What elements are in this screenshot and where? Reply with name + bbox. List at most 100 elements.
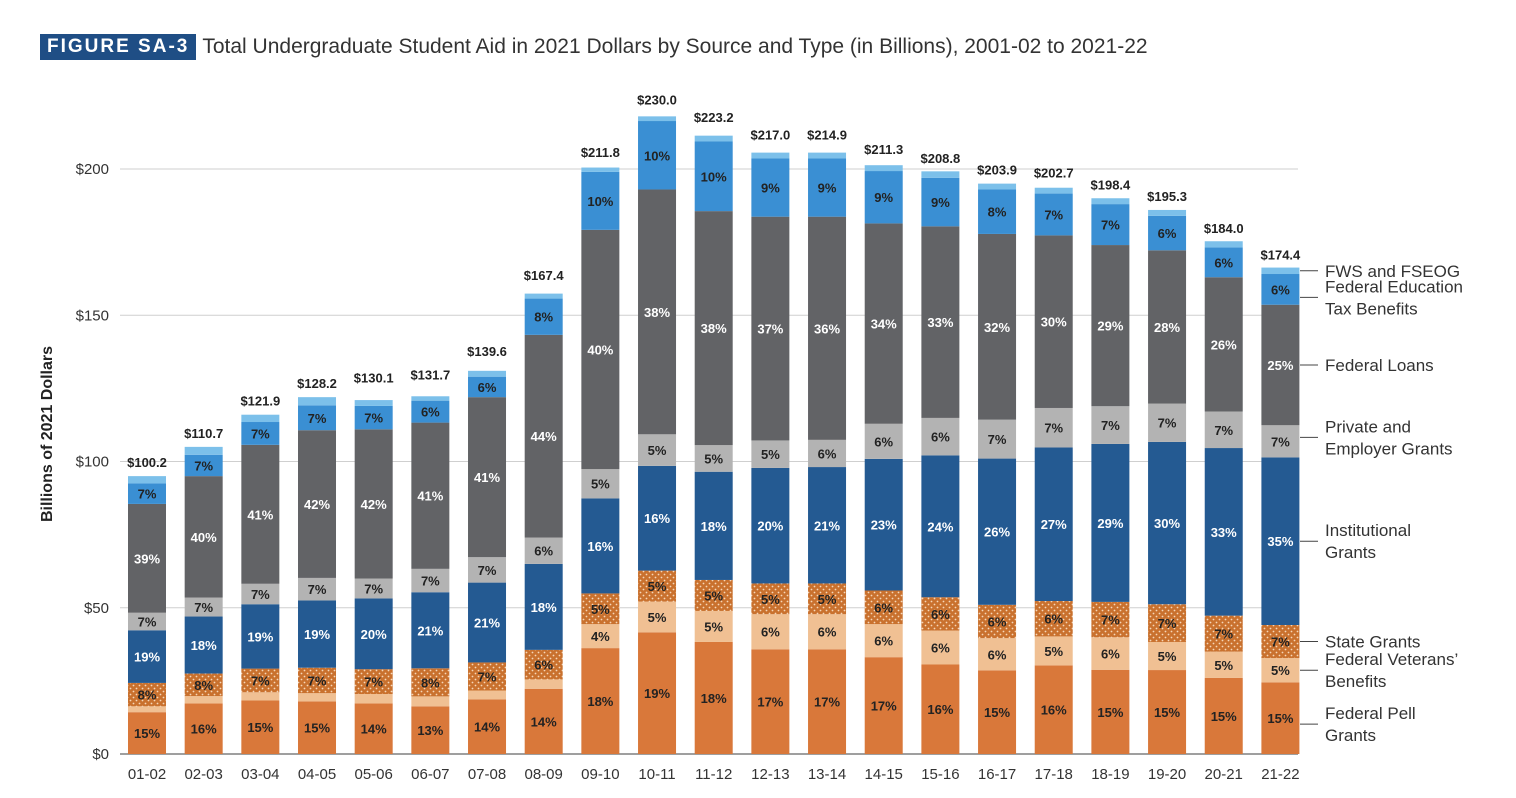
bar-segment [864, 171, 903, 224]
segment-label: 14% [474, 720, 500, 735]
bar-segment [1148, 604, 1187, 642]
bar-segment [978, 189, 1017, 234]
legend-label: Tax Benefits [1325, 299, 1418, 318]
segment-label: 6% [534, 658, 553, 673]
segment-label: 7% [1271, 434, 1290, 449]
bar-segment [524, 688, 563, 754]
segment-label: 7% [1158, 616, 1177, 631]
segment-label: 9% [761, 181, 780, 196]
bar-segment [581, 593, 620, 625]
segment-label: 7% [1101, 418, 1120, 433]
bar-segment [468, 397, 507, 558]
bar-segment [1034, 193, 1073, 236]
bar-segment [1148, 641, 1187, 671]
bar-stack: 18% 5% 5% 18% 5% 38% 10% $223.2 [694, 110, 734, 754]
bar-segment [864, 657, 903, 754]
bar-segment [751, 152, 790, 159]
bar-segment [298, 405, 337, 431]
segment-label: 20% [757, 519, 783, 534]
bar-segment [921, 630, 960, 665]
bar-segment [128, 503, 166, 613]
y-axis-title: Billions of 2021 Dollars [39, 346, 56, 522]
segment-label: 6% [1158, 226, 1177, 241]
bar-segment [1034, 665, 1073, 754]
bar-segment [1204, 411, 1243, 449]
legend-label: State Grants [1325, 633, 1420, 652]
x-tick-label: 16-17 [978, 766, 1016, 783]
bar-segment [921, 417, 960, 456]
segment-label: 5% [704, 619, 723, 634]
segment-label: 29% [1097, 319, 1123, 334]
y-tick-label: $50 [84, 600, 109, 617]
segment-label: 7% [988, 432, 1007, 447]
bar-segment [1204, 448, 1243, 616]
segment-label: 7% [1101, 218, 1120, 233]
segment-label: 6% [988, 647, 1007, 662]
bar-segment [638, 465, 677, 571]
segment-label: 18% [531, 600, 557, 615]
segment-label: 16% [587, 539, 613, 554]
segment-label: 36% [814, 321, 840, 336]
segment-label: 34% [871, 317, 897, 332]
bar-segment [524, 537, 563, 564]
bar-segment [864, 165, 903, 172]
total-label: $223.2 [694, 110, 734, 125]
legend-label: Employer Grants [1325, 439, 1453, 458]
bar-segment [128, 630, 166, 683]
bar-segment [468, 370, 507, 377]
bar-segment [128, 476, 166, 484]
figure-title: Total Undergraduate Student Aid in 2021 … [202, 35, 1148, 58]
legend-label: Grants [1325, 543, 1376, 562]
y-tick-label: $150 [76, 307, 109, 324]
segment-label: 7% [138, 614, 157, 629]
total-label: $130.1 [354, 370, 394, 385]
bar-segment [1204, 615, 1243, 652]
bar-segment [1091, 669, 1130, 754]
legend-label: Benefits [1325, 672, 1386, 691]
segment-label: 5% [1214, 658, 1233, 673]
bar-segment [468, 582, 507, 663]
segment-label: 10% [644, 148, 670, 163]
bar-segment [411, 568, 450, 593]
bar-segment [1091, 601, 1130, 638]
total-label: $230.0 [637, 92, 677, 107]
figure-label: FIGURE SA-3 [40, 34, 197, 60]
segment-label: 5% [648, 443, 667, 458]
y-axis: $0 $50 $100 $150 $200 Billions of 2021 Dollar… [39, 161, 109, 763]
bar-segment [1261, 625, 1300, 659]
bar-segment [354, 405, 393, 430]
bar-segment [411, 706, 450, 754]
bar-stack: 14% 7% 20% 7% 42% 7% $130.1 [354, 370, 394, 754]
bar-segment [1091, 204, 1130, 246]
bar-segment [184, 597, 223, 617]
segment-label: 9% [818, 181, 837, 196]
total-label: $110.7 [184, 426, 223, 441]
segment-label: 30% [1154, 516, 1180, 531]
segment-label: 15% [1097, 705, 1123, 720]
x-tick-label: 19-20 [1148, 766, 1186, 783]
segment-label: 7% [1044, 207, 1063, 222]
total-label: $174.4 [1261, 247, 1302, 262]
segment-label: 7% [1214, 423, 1233, 438]
bar-segment [184, 446, 223, 455]
segment-label: 6% [818, 625, 837, 640]
bar-segment [808, 614, 847, 650]
bar-segment [1091, 443, 1130, 602]
x-tick-label: 10-11 [638, 766, 675, 783]
bar-segment [978, 638, 1017, 671]
bar-segment [1091, 406, 1130, 444]
bars: 15% 8% 19% 7% 39% 7% $100.2 16% 8% 18% 7% 40% 7% $110… [127, 92, 1301, 754]
segment-label: 23% [871, 518, 897, 533]
bar-segment [354, 429, 393, 579]
bar-segment [694, 641, 733, 754]
segment-label: 6% [818, 446, 837, 461]
bar-segment [184, 673, 223, 697]
total-label: $202.7 [1034, 166, 1074, 181]
bar-segment [864, 423, 903, 459]
segment-label: 15% [1267, 711, 1293, 726]
bar-segment [241, 692, 280, 701]
bar-segment [1091, 637, 1130, 670]
total-label: $139.6 [467, 344, 507, 359]
bar-segment [1034, 636, 1073, 666]
segment-label: 24% [927, 519, 953, 534]
